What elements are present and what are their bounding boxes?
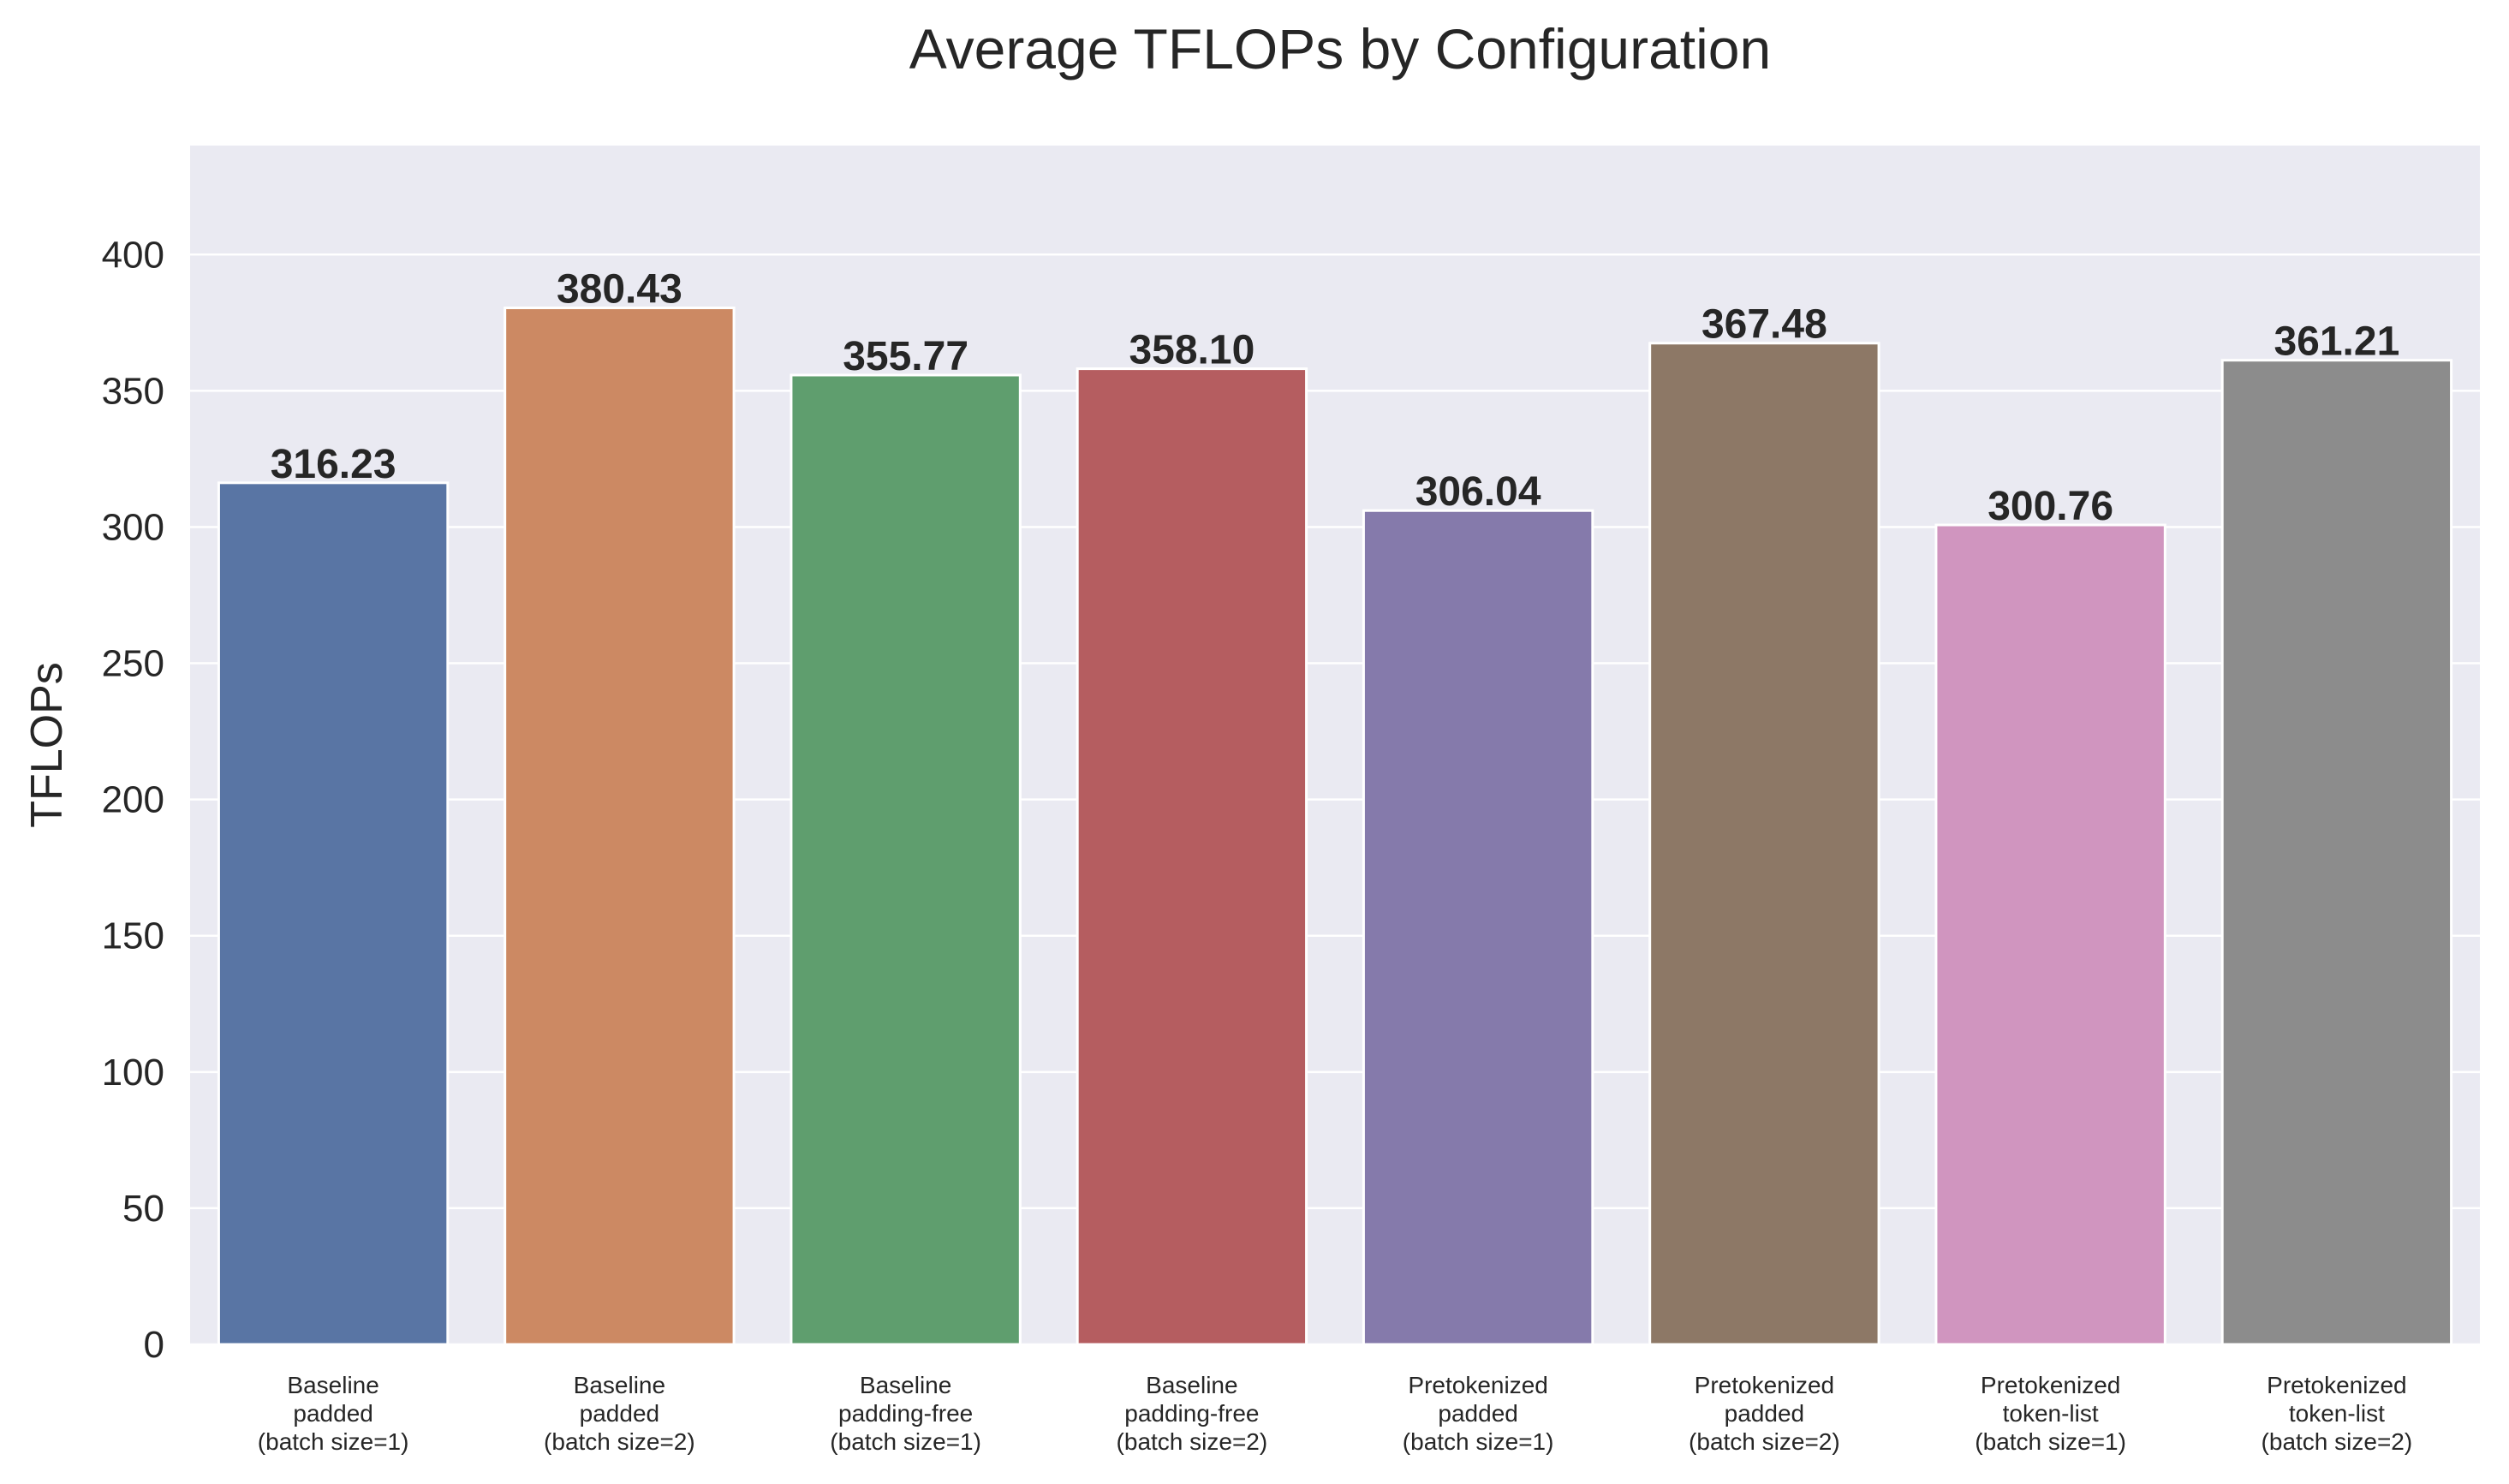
x-tick-label: Pretokenized token-list (batch size=2) (2262, 1372, 2413, 1455)
x-tick-label: Pretokenized padded (batch size=1) (1403, 1372, 1554, 1455)
bar (218, 483, 447, 1344)
x-tick-label-line: Pretokenized (1695, 1372, 1834, 1398)
x-tick-label-line: Baseline (1146, 1372, 1237, 1398)
y-tick-label: 150 (102, 915, 164, 957)
bar-value-label: 306.04 (1415, 469, 1541, 515)
x-tick-label-line: Pretokenized (2267, 1372, 2406, 1398)
x-tick-label-line: Baseline (287, 1372, 378, 1398)
bar-value-label: 355.77 (843, 334, 968, 379)
x-tick-label: Pretokenized token-list (batch size=1) (1975, 1372, 2126, 1455)
bar-value-label: 361.21 (2274, 319, 2399, 365)
x-tick-label-line: padded (1438, 1400, 1517, 1427)
x-tick-label-line: padding-free (838, 1400, 973, 1427)
x-tick-label-line: (batch size=2) (1117, 1428, 1268, 1455)
bar (1077, 369, 1306, 1344)
bar-value-label: 316.23 (271, 442, 396, 487)
bar-value-label: 367.48 (1701, 302, 1827, 348)
x-tick-label-line: (batch size=1) (1403, 1428, 1554, 1455)
x-tick-label-line: (batch size=2) (1689, 1428, 1840, 1455)
x-tick-label-line: Pretokenized (1981, 1372, 2120, 1398)
bar-value-label: 300.76 (1988, 484, 2113, 529)
y-tick-label: 350 (102, 370, 164, 412)
x-tick-label-line: padded (580, 1400, 659, 1427)
y-tick-label: 50 (122, 1188, 164, 1230)
x-tick-label-line: (batch size=2) (544, 1428, 695, 1455)
x-tick-label: Baseline padding-free (batch size=2) (1117, 1372, 1268, 1455)
bar (1936, 525, 2165, 1344)
y-axis-label: TFLOPs (22, 662, 72, 828)
x-tick-label-line: Baseline (860, 1372, 951, 1398)
x-tick-label-line: (batch size=2) (2262, 1428, 2413, 1455)
x-tick-label: Pretokenized padded (batch size=2) (1689, 1372, 1840, 1455)
x-tick-label-line: Pretokenized (1408, 1372, 1547, 1398)
x-tick-label-line: token-list (2003, 1400, 2099, 1427)
x-tick-label: Baseline padding-free (batch size=1) (830, 1372, 981, 1455)
bar (505, 308, 734, 1344)
y-tick-label: 0 (144, 1324, 164, 1366)
chart-title: Average TFLOPs by Configuration (909, 17, 1771, 80)
y-tick-label: 200 (102, 779, 164, 821)
y-tick-label: 250 (102, 643, 164, 685)
x-tick-label: Baseline padded (batch size=1) (258, 1372, 409, 1455)
y-tick-label: 100 (102, 1052, 164, 1094)
bar-value-label: 380.43 (557, 267, 682, 313)
y-tick-label: 400 (102, 234, 164, 276)
x-tick-label-line: (batch size=1) (830, 1428, 981, 1455)
x-tick-label-line: padding-free (1124, 1400, 1259, 1427)
x-tick-label-line: Baseline (574, 1372, 665, 1398)
x-tick-label-line: (batch size=1) (1975, 1428, 2126, 1455)
bar-value-label: 358.10 (1129, 328, 1254, 373)
bar (2222, 361, 2451, 1344)
x-tick-label: Baseline padded (batch size=2) (544, 1372, 695, 1455)
y-tick-label: 300 (102, 506, 164, 548)
x-tick-label-line: (batch size=1) (258, 1428, 409, 1455)
x-tick-label-line: padded (293, 1400, 372, 1427)
y-axis-ticks: 0 50 100 150 200 250 300 350 400 (102, 234, 164, 1366)
bar (1363, 510, 1592, 1344)
x-tick-label-line: token-list (2289, 1400, 2385, 1427)
bar (791, 375, 1020, 1344)
x-tick-label-line: padded (1725, 1400, 1804, 1427)
x-axis-ticks: Baseline padded (batch size=1)Baseline padd… (258, 1372, 2412, 1455)
bar (1650, 343, 1879, 1344)
